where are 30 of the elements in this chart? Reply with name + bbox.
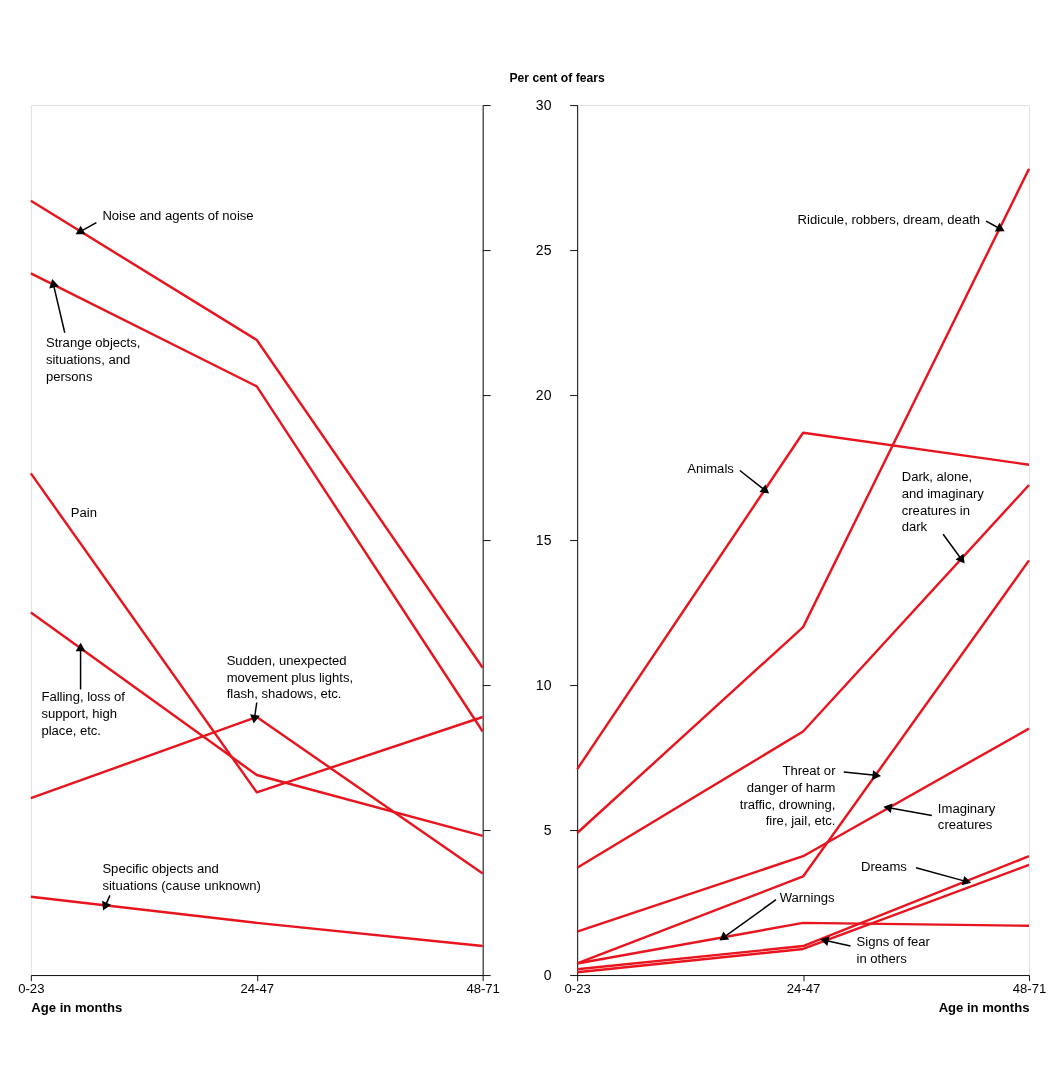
series-label: Signs of fear in others: [856, 934, 931, 967]
x-tick-label: 0-23: [18, 981, 45, 997]
series-label: Noise and agents of noise: [102, 207, 254, 223]
y-tick-label: 10: [535, 677, 552, 694]
x-axis-title: Age in months: [938, 1000, 1030, 1016]
x-tick-label: 24-47: [240, 981, 274, 997]
series-label: Specific objects and situations (cause unknown): [102, 861, 261, 894]
text: Dreams: [861, 858, 908, 874]
y-tick-label: 25: [535, 242, 552, 259]
y-tick-label: 0: [543, 967, 552, 984]
series-label: Ridicule, robbers, dream, death: [797, 211, 981, 227]
series-label: Threat or danger of harm traffic, drowning, fire, jail, etc.: [739, 762, 837, 829]
y-tick-label: 15: [535, 532, 552, 549]
series-label: Strange objects, situations, and persons: [45, 335, 141, 385]
text: Animals: [687, 461, 735, 477]
series-label: Pain: [70, 504, 97, 520]
series-label: Warnings: [779, 890, 835, 906]
x-tick-label: 48-71: [1012, 981, 1047, 997]
x-tick-label: 0-23: [564, 981, 591, 997]
x-tick-label: 48-71: [466, 981, 500, 997]
series-label: Falling, loss of support, high place, etc.: [41, 689, 126, 738]
y-tick-label: 30: [535, 97, 552, 114]
x-axis-title: Age in months: [31, 1000, 123, 1016]
series-label: Dark, alone, and imaginary creatures in dark: [901, 468, 985, 535]
series-label: Imaginary creatures: [937, 800, 996, 833]
y-tick-label: 5: [543, 822, 552, 839]
y-tick-label: 20: [535, 387, 552, 404]
series-label: Sudden, unexpected movement plus lights, flash, shadows, etc.: [226, 652, 354, 702]
y-axis-title: Per cent of fears: [509, 71, 605, 86]
x-tick-label: 24-47: [786, 981, 821, 997]
